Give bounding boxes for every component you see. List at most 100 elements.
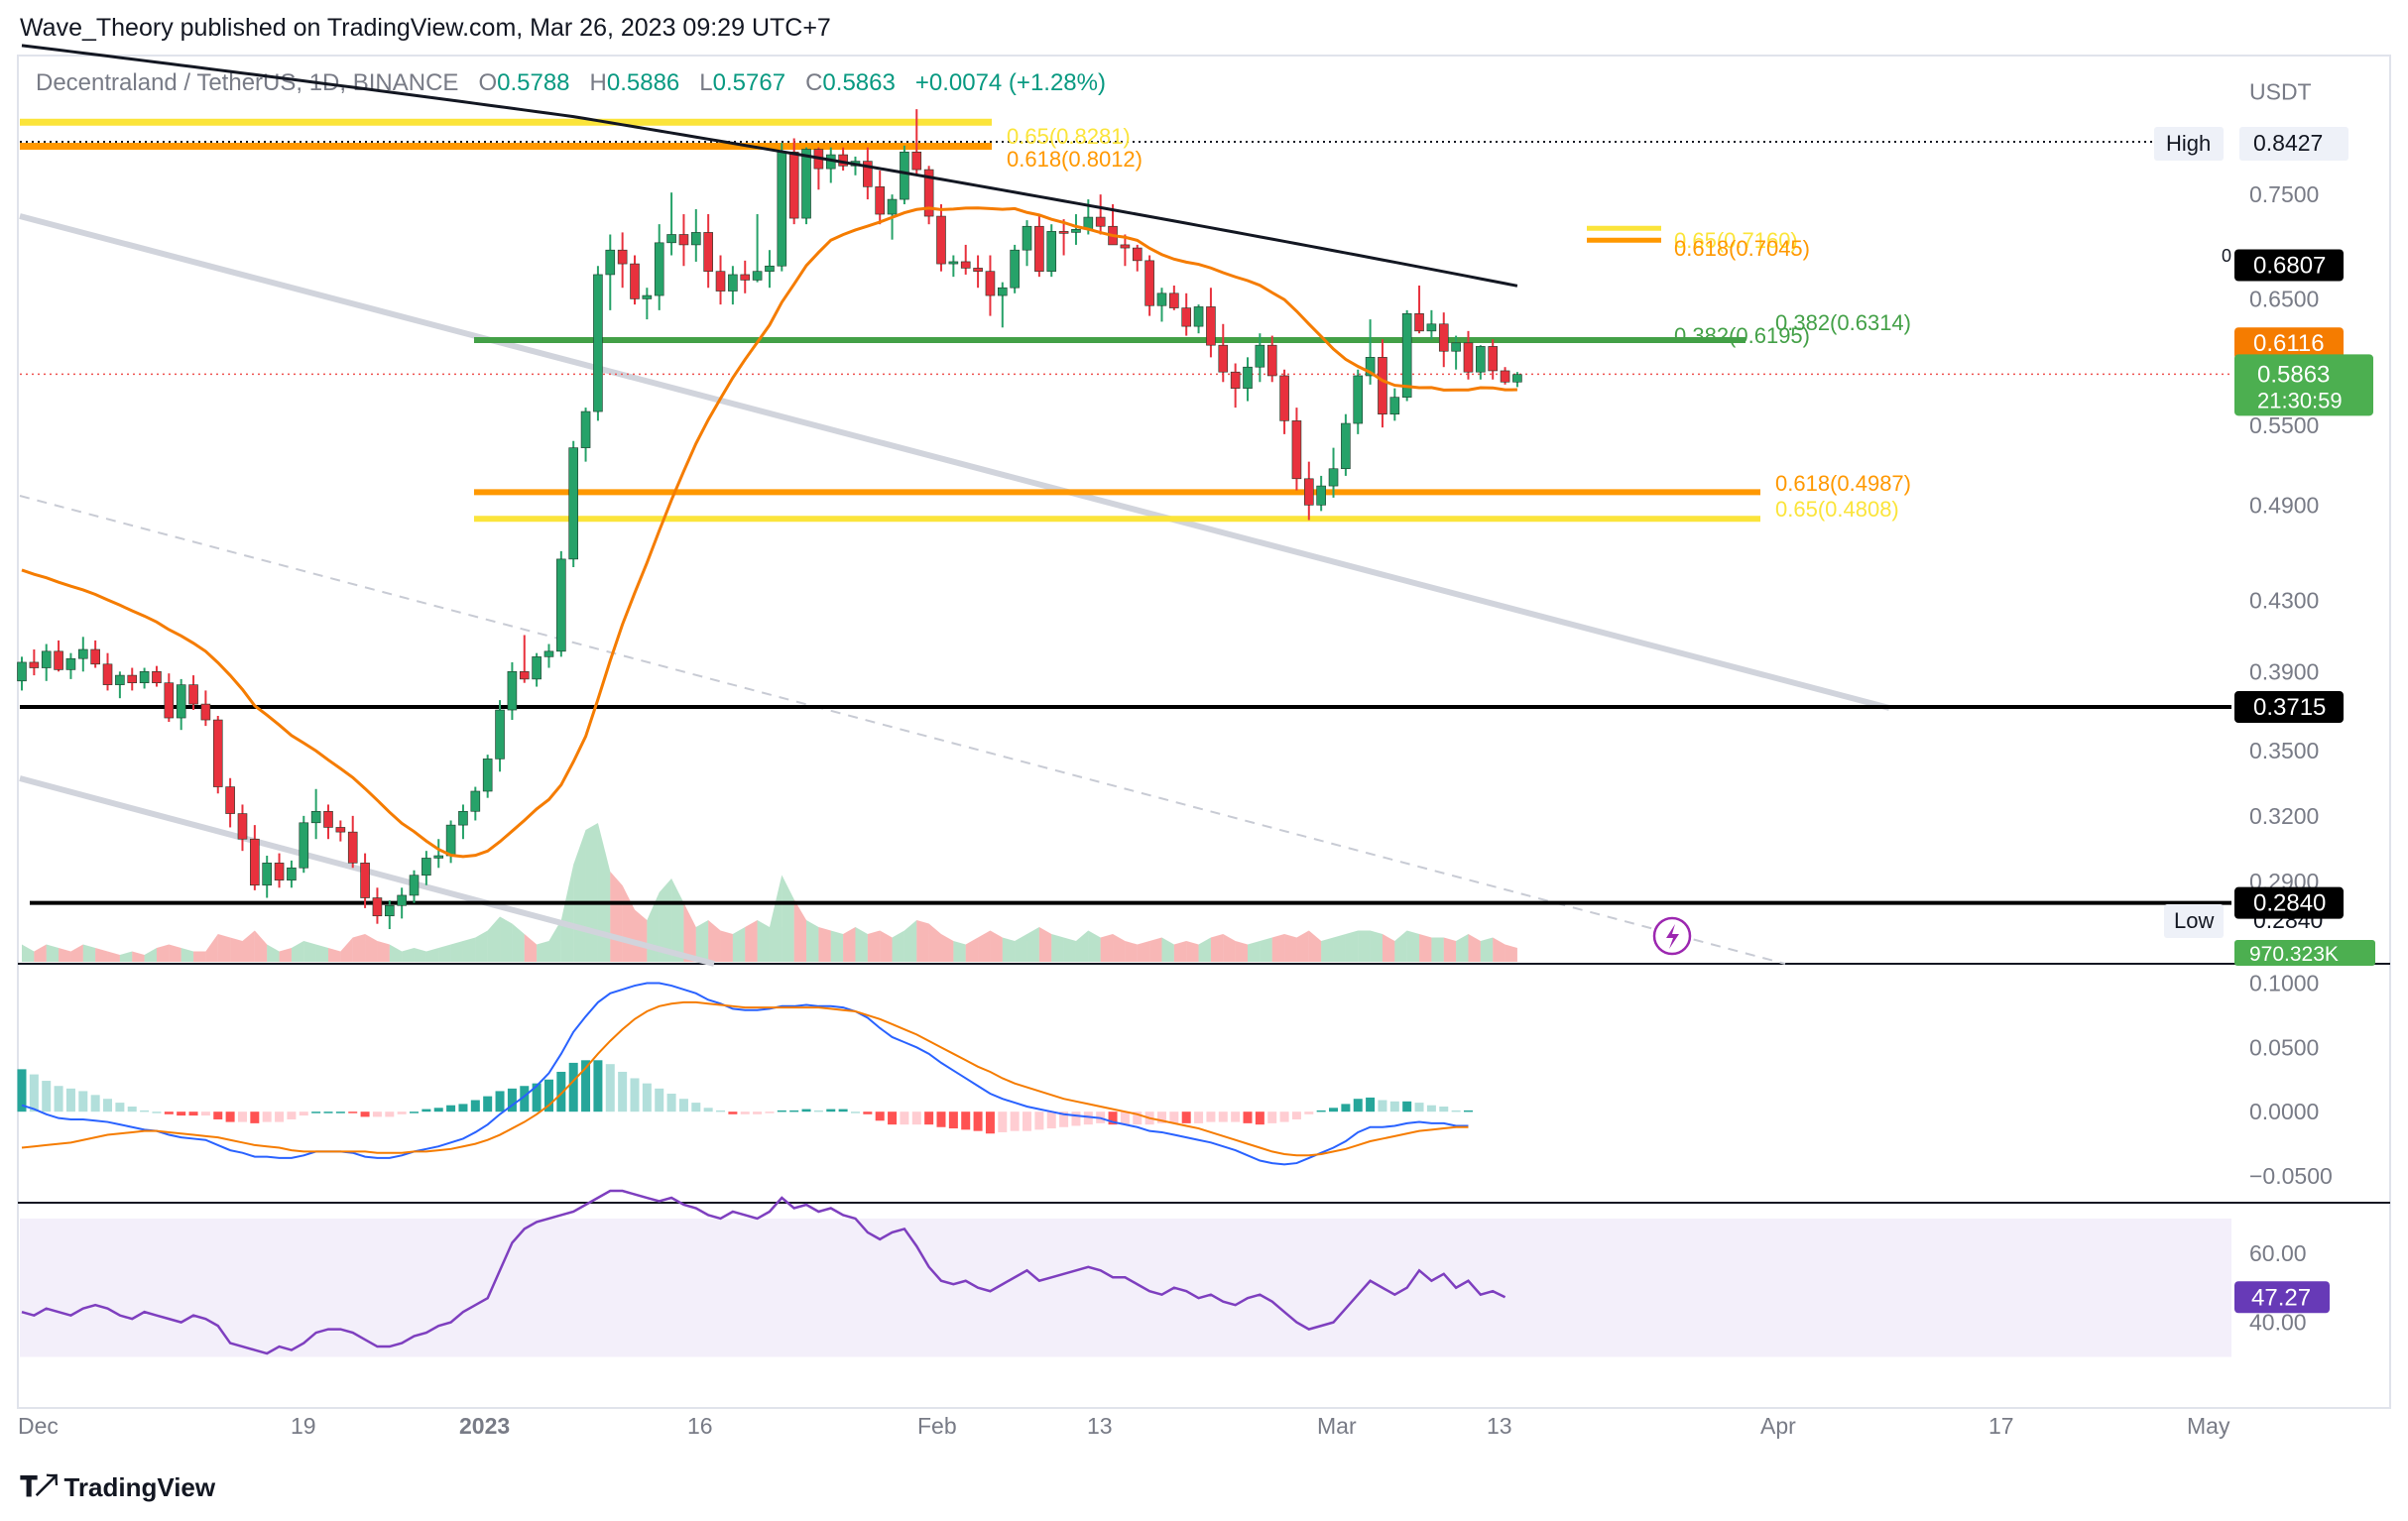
- candle-body: [212, 719, 223, 787]
- macd-histogram-bar: [1059, 1112, 1069, 1127]
- candle-body: [923, 169, 934, 217]
- candle-body: [875, 186, 886, 215]
- candle-body: [728, 274, 738, 292]
- symbol-legend: Decentraland / TetherUS, 1D, BINANCE O0.…: [36, 69, 1106, 97]
- macd-histogram-bar: [1133, 1112, 1143, 1125]
- close-label: C: [805, 69, 823, 96]
- tradingview-logo-text: TradingView: [63, 1472, 216, 1502]
- macd-histogram-bar: [360, 1112, 370, 1117]
- volume-bar: [635, 909, 648, 962]
- volume-bar: [903, 920, 917, 962]
- volume-bar: [1419, 934, 1432, 962]
- candle-body: [1378, 357, 1387, 414]
- macd-histogram-bar: [900, 1112, 909, 1125]
- y-tick-label: 0.4900: [2249, 492, 2319, 518]
- volume-bar: [303, 941, 316, 962]
- candle-body: [115, 674, 125, 685]
- volume-bar: [793, 899, 807, 962]
- volume-bar: [1002, 937, 1016, 962]
- volume-bar: [181, 948, 194, 962]
- macd-signal-line: [21, 1000, 1469, 1157]
- macd-histogram-bar: [924, 1112, 934, 1125]
- candle-body: [580, 410, 591, 448]
- candle-body: [225, 786, 235, 814]
- candle-body: [274, 863, 285, 881]
- volume-bar: [659, 878, 672, 962]
- fib-label: 0.65(0.4808): [1775, 497, 1899, 522]
- candle-body: [617, 249, 628, 265]
- x-tick-label: Mar: [1317, 1413, 1357, 1439]
- macd-histogram-bar: [568, 1062, 578, 1112]
- candle-body: [1414, 313, 1424, 332]
- fib-label: 0.382(0.6195): [1674, 323, 1810, 348]
- y-tick-label: 0.7500: [2249, 181, 2319, 207]
- price-tag-value: 0.6807: [2253, 252, 2326, 279]
- macd-histogram-bar: [826, 1109, 836, 1112]
- volume-bar: [732, 927, 746, 962]
- volume-bar: [1505, 944, 1517, 962]
- volume-bar: [402, 948, 415, 962]
- macd-histogram-bar: [397, 1112, 407, 1114]
- macd-histogram-bar: [507, 1088, 517, 1112]
- macd-histogram-bar: [103, 1099, 113, 1112]
- candle-body: [372, 897, 383, 917]
- candle-body: [777, 151, 787, 267]
- macd-histogram-bar: [1451, 1110, 1461, 1112]
- candle-body: [445, 824, 456, 857]
- macd-histogram-bar: [936, 1112, 946, 1127]
- volume-bar: [1198, 937, 1211, 962]
- candle-body: [788, 151, 799, 219]
- volume-bar: [524, 934, 538, 962]
- price-tag: [2234, 249, 2344, 282]
- macd-histogram-bar: [543, 1079, 553, 1112]
- macd-histogram-bar: [1329, 1108, 1339, 1112]
- candle-body: [1512, 374, 1522, 383]
- volume-bar: [1394, 930, 1407, 962]
- rsi-value-tag: [2234, 1281, 2330, 1314]
- candle-body: [1476, 346, 1486, 373]
- macd-histogram-bar: [200, 1112, 210, 1116]
- high-value: 0.5886: [606, 69, 680, 96]
- macd-line: [21, 982, 1469, 1166]
- candle-body: [1095, 216, 1106, 227]
- price-tag: [2234, 691, 2344, 724]
- macd-histogram-bar: [237, 1112, 247, 1122]
- candle-body: [1120, 244, 1131, 249]
- macd-histogram-bar: [728, 1112, 738, 1114]
- tradingview-logo[interactable]: 𝐓↗ TradingView: [20, 1471, 215, 1504]
- macd-histogram-bar: [17, 1069, 27, 1112]
- volume-bar: [462, 937, 476, 962]
- macd-histogram-bar: [1267, 1112, 1277, 1123]
- high-label: H: [589, 69, 607, 96]
- y-tick-label: 0.6500: [2249, 286, 2319, 311]
- candle-body: [54, 650, 63, 670]
- y-tick-label: 0.3200: [2249, 803, 2319, 829]
- volume-bar: [512, 923, 525, 962]
- volume-bar: [560, 865, 574, 962]
- macd-histogram-bar: [495, 1091, 505, 1112]
- macd-histogram-bar: [556, 1071, 566, 1112]
- price-tag: [2234, 886, 2344, 919]
- volume-bar: [1493, 937, 1505, 962]
- fib-label: 0.618(0.7045): [1674, 236, 1810, 261]
- volume-bar: [242, 930, 255, 962]
- candle-body: [752, 271, 763, 281]
- volume-bar: [82, 944, 96, 962]
- candle-body: [1353, 375, 1364, 424]
- volume-bar: [1015, 934, 1027, 962]
- macd-y-tick-label: 0.1000: [2249, 970, 2319, 995]
- volume-bar: [880, 930, 893, 962]
- volume-bar: [843, 927, 856, 962]
- high-value: 0.8427: [2253, 130, 2323, 156]
- candle-body: [1438, 323, 1449, 352]
- x-tick-label: Feb: [917, 1413, 957, 1439]
- macd-histogram-bar: [152, 1112, 162, 1113]
- volume-bar: [745, 920, 758, 962]
- candle-body: [765, 265, 775, 272]
- macd-histogram-bar: [740, 1112, 750, 1114]
- macd-histogram-bar: [1279, 1112, 1289, 1122]
- x-tick-label: 2023: [459, 1413, 510, 1439]
- volume-bar: [291, 941, 304, 962]
- candle-body: [948, 261, 959, 265]
